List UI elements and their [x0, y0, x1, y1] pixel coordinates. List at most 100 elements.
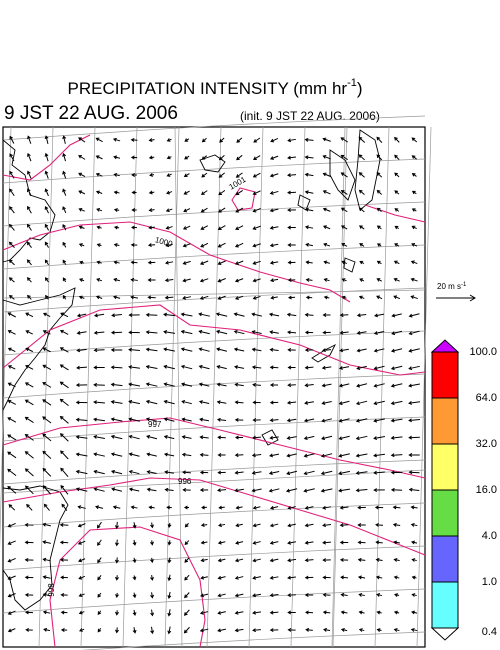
wind-arrow — [304, 575, 314, 580]
wind-arrow — [234, 365, 245, 370]
wind-arrow — [376, 189, 382, 195]
wind-arrow — [44, 170, 49, 179]
wind-arrow — [7, 451, 17, 459]
wind-arrow — [252, 540, 261, 545]
wind-arrow — [322, 505, 332, 510]
colorbar-segment — [431, 397, 459, 445]
wind-arrow — [26, 223, 32, 231]
grid-line — [2, 287, 426, 313]
wind-arrow — [234, 382, 244, 387]
wind-arrow — [97, 557, 102, 564]
wind-arrow — [304, 505, 314, 510]
wind-arrow — [376, 278, 382, 282]
wind-arrow — [113, 225, 120, 230]
wind-arrow — [148, 505, 155, 510]
wind-arrow — [251, 365, 262, 370]
contour — [2, 134, 91, 181]
valid-time: 9 JST 22 AUG. 2006 — [4, 103, 178, 124]
island — [199, 154, 226, 173]
wind-arrow — [269, 610, 279, 615]
wind-arrow — [184, 540, 190, 546]
wind-arrow — [78, 610, 85, 615]
wind-arrow — [390, 383, 403, 388]
wind-arrow — [181, 399, 192, 405]
colorbar-label: 4.0 — [482, 530, 497, 542]
wind-arrow — [358, 189, 365, 195]
wind-arrow — [42, 467, 52, 477]
wind-arrow — [112, 137, 121, 142]
wind-arrow — [199, 260, 209, 265]
wind-arrow — [217, 610, 226, 615]
wind-arrow — [110, 434, 123, 440]
wind-arrow — [236, 154, 243, 161]
grid-line — [2, 158, 426, 184]
contour — [2, 477, 426, 556]
wind-arrow — [304, 593, 314, 597]
wind-arrow — [411, 225, 417, 230]
wind-arrow — [234, 417, 244, 422]
contour — [231, 187, 256, 211]
wind-arrow — [164, 278, 174, 283]
colorbar-label: 0.4 — [482, 626, 497, 638]
wind-arrow — [252, 400, 261, 405]
wind-arrow — [27, 135, 32, 144]
wind-arrow — [410, 295, 418, 300]
wind-arrow — [338, 470, 350, 476]
wind-arrow — [322, 348, 332, 353]
wind-arrow — [145, 417, 158, 422]
wind-arrow — [359, 243, 365, 247]
wind-arrow — [75, 452, 88, 457]
colorbar-under — [430, 627, 460, 641]
wind-arrow — [252, 628, 261, 633]
wind-arrow — [8, 241, 15, 248]
wind-arrow — [270, 295, 278, 300]
wind-arrow — [78, 137, 86, 143]
wind-arrow — [358, 295, 365, 300]
wind-arrow — [26, 259, 32, 266]
grid-line — [416, 126, 432, 648]
wind-arrow — [183, 626, 190, 634]
wind-arrow — [234, 435, 244, 440]
wind-arrow — [93, 487, 105, 492]
wind-arrow — [408, 348, 420, 353]
wind-arrow — [24, 592, 34, 597]
grid-line — [2, 459, 426, 485]
wind-arrow — [339, 505, 349, 510]
wind-arrow — [60, 312, 69, 318]
wind-arrow — [44, 241, 50, 248]
wind-arrow — [147, 243, 156, 248]
wind-arrow — [184, 574, 190, 581]
wind-vectors — [7, 135, 421, 635]
wind-arrow — [93, 417, 106, 422]
wind-arrow — [25, 364, 34, 370]
wind-arrow — [235, 225, 244, 231]
wind-arrow — [410, 505, 418, 510]
grid-line — [2, 502, 426, 528]
wind-arrow — [182, 225, 191, 230]
wind-arrow — [184, 592, 190, 599]
wind-arrow — [27, 294, 32, 300]
wind-arrow — [9, 135, 15, 144]
wind-arrow — [27, 170, 32, 179]
wind-arrow — [392, 505, 401, 510]
wind-arrow — [9, 153, 15, 162]
wind-arrow — [184, 138, 190, 142]
wind-arrow — [42, 450, 52, 459]
colorbar-over — [430, 339, 460, 353]
wind-arrow — [60, 592, 68, 597]
wind-arrow — [390, 348, 403, 353]
wind-arrow — [390, 453, 403, 458]
wind-arrow — [7, 485, 17, 494]
wind-arrow — [164, 487, 174, 492]
wind-arrow — [252, 260, 261, 265]
colorbar-label: 1.0 — [482, 576, 497, 588]
wind-arrow — [376, 243, 382, 247]
wind-arrow — [148, 190, 155, 195]
wind-arrow — [217, 470, 226, 475]
wind-arrow — [113, 208, 120, 212]
wind-arrow — [76, 330, 87, 335]
wind-arrow — [269, 365, 279, 370]
wind-arrow — [339, 540, 349, 545]
wind-arrow — [217, 260, 226, 265]
